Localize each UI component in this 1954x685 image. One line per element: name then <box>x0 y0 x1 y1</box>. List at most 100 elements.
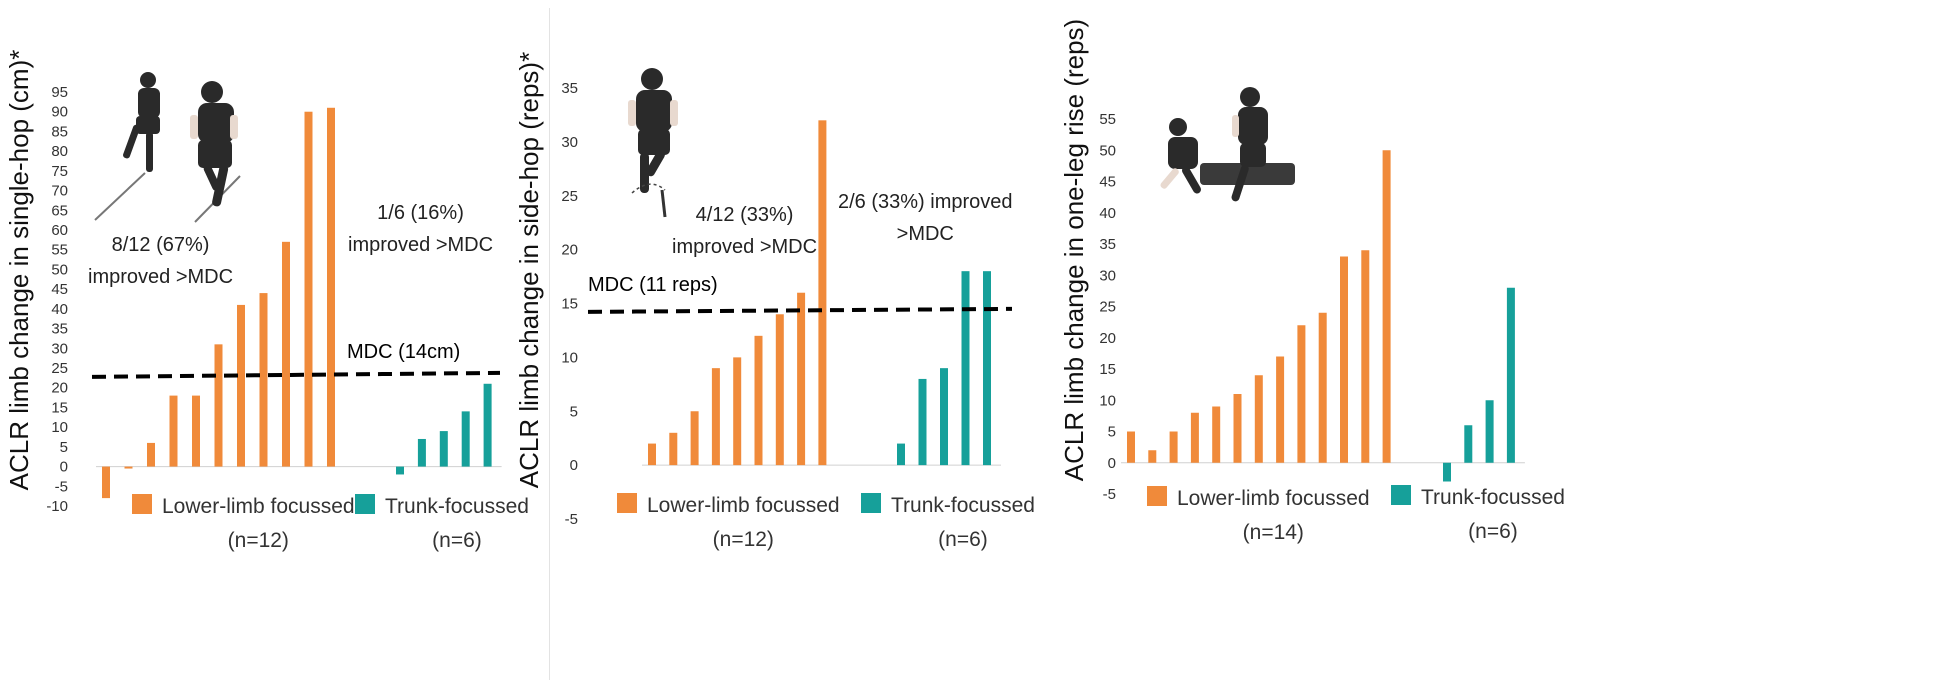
legend-trunk-single-hop: Trunk-focussed (n=6) <box>355 490 529 558</box>
chart-panel-one-leg-rise: ACLR limb change in one-leg rise (reps) -… <box>1059 0 1620 685</box>
bar-trunk <box>1443 462 1451 482</box>
y-tick-label: 35 <box>561 80 578 97</box>
bar-trunk <box>897 443 905 466</box>
y-tick-label: 15 <box>51 399 68 416</box>
annotation-line: >MDC <box>896 223 954 245</box>
chart-svg-single-hop: ACLR limb change in single-hop (cm)* -10 -… <box>4 50 502 515</box>
legend-label: Trunk-focussed <box>1421 486 1565 509</box>
legend-label: Lower-limb focussed <box>647 494 840 517</box>
bar-lower-limb <box>775 314 784 466</box>
y-tick-label: 0 <box>1108 455 1116 472</box>
y-tick-label: 0 <box>570 457 578 474</box>
bar-lower-limb <box>690 411 699 466</box>
annotation-line: improved >MDC <box>348 234 494 256</box>
legend-swatch-lower <box>1147 486 1167 506</box>
bar-trunk <box>983 271 991 466</box>
y-tick-label: 10 <box>561 349 578 366</box>
bar-lower-limb <box>192 395 200 467</box>
y-tick-label: 35 <box>51 321 68 338</box>
chart-panel-side-hop: ACLR limb change in side-hop (reps)* -5 0 5… <box>500 0 1060 685</box>
legend-swatch-trunk <box>355 494 375 514</box>
y-tick-label: 0 <box>60 459 68 476</box>
bar-lower-limb <box>259 293 268 467</box>
legend-swatch-lower <box>617 493 637 513</box>
bar-lower-limb <box>237 304 245 467</box>
legend-count: (n=6) <box>1468 520 1518 543</box>
y-tick-label: 45 <box>1099 174 1116 191</box>
legend-label: Lower-limb focussed <box>1177 487 1370 510</box>
annotation-trunk-single-hop: 1/6 (16%) improved >MDC <box>348 197 493 261</box>
bar-lower-limb <box>1233 394 1242 463</box>
y-tick-label: 10 <box>1099 392 1116 409</box>
bar-trunk <box>1506 287 1515 463</box>
annotation-lower-single-hop: 8/12 (67%) improved >MDC <box>88 229 233 293</box>
y-tick-label: -5 <box>1103 486 1116 503</box>
y-tick-label: 75 <box>51 163 68 180</box>
legend-lower-side-hop: Lower-limb focussed (n=12) <box>617 489 840 557</box>
y-tick-label: 25 <box>561 188 578 205</box>
athlete-single-hop-image <box>94 72 241 223</box>
y-tick-label: 20 <box>51 380 68 397</box>
bar-lower-limb <box>1318 312 1327 463</box>
bar-lower-limb <box>1340 256 1348 463</box>
bar-lower-limb <box>327 107 335 467</box>
annotation-line: improved >MDC <box>88 266 234 288</box>
annotation-line: 1/6 (16%) <box>377 202 464 224</box>
y-tick-label: 55 <box>51 242 68 259</box>
y-tick-label: 60 <box>51 222 68 239</box>
legend-swatch-lower <box>132 494 152 514</box>
y-tick-label: 50 <box>51 261 68 278</box>
y-tick-label: 45 <box>51 281 68 298</box>
bar-lower-limb <box>214 344 223 467</box>
chart-svg-one-leg-rise: ACLR limb change in one-leg rise (reps)-… <box>1059 19 1525 503</box>
y-axis-title: ACLR limb change in single-hop (cm)* <box>4 50 34 491</box>
legend-trunk-side-hop: Trunk-focussed (n=6) <box>861 489 1035 557</box>
y-tick-label: 25 <box>51 360 68 377</box>
y-tick-label: -5 <box>565 511 578 528</box>
annotation-lower-side-hop: 4/12 (33%) improved >MDC <box>672 199 817 263</box>
bar-lower-limb <box>1190 412 1199 463</box>
y-tick-label: 30 <box>51 340 68 357</box>
y-tick-label: 20 <box>1099 330 1116 347</box>
bar-trunk <box>918 378 927 466</box>
y-tick-label: 25 <box>1099 299 1116 316</box>
y-tick-label: 80 <box>51 143 68 160</box>
bar-trunk <box>417 438 426 467</box>
y-tick-label: 5 <box>60 439 68 456</box>
bar-trunk <box>961 271 970 466</box>
legend-label: Lower-limb focussed <box>162 495 355 518</box>
bar-lower-limb <box>648 443 656 466</box>
bar-lower-limb <box>1254 375 1263 463</box>
y-tick-label: 65 <box>51 202 68 219</box>
y-tick-label: 5 <box>1108 424 1116 441</box>
legend-count: (n=12) <box>227 529 289 552</box>
legend-lower-one-leg-rise: Lower-limb focussed (n=14) <box>1147 482 1370 550</box>
bar-lower-limb <box>124 466 133 469</box>
y-tick-label: 30 <box>1099 267 1116 284</box>
y-tick-label: 15 <box>561 296 578 313</box>
legend-lower-single-hop: Lower-limb focussed (n=12) <box>132 490 355 558</box>
mdc-threshold-line <box>91 370 501 379</box>
athlete-side-hop-image <box>628 68 678 218</box>
bar-lower-limb <box>754 335 763 466</box>
bar-lower-limb <box>733 357 742 466</box>
legend-count: (n=6) <box>432 529 482 552</box>
chart-panel-single-hop: ACLR limb change in single-hop (cm)* -10 -… <box>0 0 545 685</box>
y-tick-label: 10 <box>51 419 68 436</box>
panel-divider <box>549 8 550 680</box>
mdc-label-single-hop: MDC (14cm) <box>347 341 461 363</box>
annotation-line: 4/12 (33%) <box>695 204 794 226</box>
bar-lower-limb <box>711 368 720 466</box>
y-tick-label: 40 <box>51 301 68 318</box>
bar-lower-limb <box>169 395 178 467</box>
y-tick-label: -5 <box>55 478 68 495</box>
y-tick-label: 95 <box>51 84 68 101</box>
y-tick-label: 40 <box>1099 205 1116 222</box>
y-tick-label: 55 <box>1099 111 1116 128</box>
y-tick-label: 85 <box>51 123 68 140</box>
annotation-line: 2/6 (33%) improved <box>838 191 1013 213</box>
annotation-line: 8/12 (67%) <box>111 234 210 256</box>
bar-trunk <box>483 383 492 467</box>
athlete-one-leg-rise-image <box>1160 87 1295 202</box>
bar-lower-limb <box>304 111 313 467</box>
